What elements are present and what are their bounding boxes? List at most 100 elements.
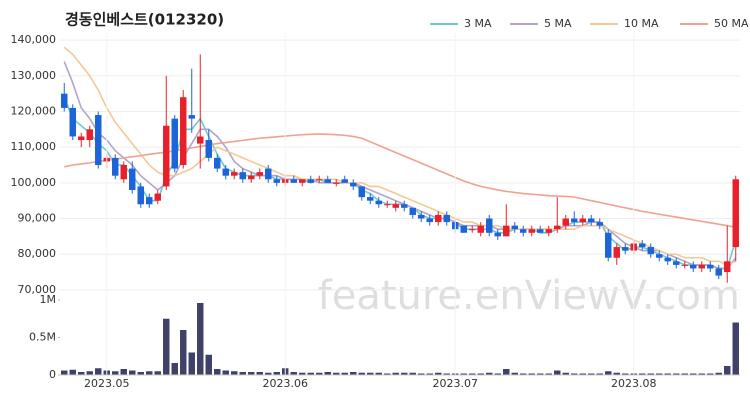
candle-body	[656, 254, 663, 258]
candle-body	[248, 175, 255, 180]
volume-bar	[460, 373, 467, 375]
volume-bar	[537, 373, 544, 375]
volume-bar	[163, 318, 170, 375]
volume-bar	[180, 330, 187, 375]
volume-bar	[137, 372, 144, 375]
candle-body	[520, 229, 527, 233]
volume-bar	[384, 373, 391, 375]
volume-bar	[171, 363, 178, 375]
candle-body	[647, 247, 654, 255]
volume-bar	[129, 370, 136, 375]
volume-bar	[435, 372, 442, 375]
candle-body	[664, 257, 671, 262]
candle-body	[256, 172, 263, 176]
candle-body	[273, 179, 280, 183]
candle-body	[78, 136, 85, 141]
volume-bar	[78, 372, 85, 375]
candle-body	[596, 222, 603, 226]
candle-body	[571, 218, 578, 223]
legend-label: 5 MA	[544, 17, 572, 30]
candle-body	[537, 229, 544, 233]
volume-bar	[69, 369, 76, 375]
y-tick-label: 90,000	[18, 212, 57, 225]
candle-body	[409, 207, 416, 215]
volume-bar	[613, 372, 620, 375]
volume-bar	[256, 372, 263, 375]
volume-bar	[664, 373, 671, 375]
volume-bar	[469, 373, 476, 375]
candle-body	[333, 182, 340, 184]
y-tick-label: 80,000	[18, 247, 57, 260]
candle-body	[384, 204, 391, 206]
candle-body	[231, 172, 238, 176]
volume-bar	[562, 372, 569, 375]
volume-bar	[596, 373, 603, 375]
volume-bar	[358, 372, 365, 375]
candle-body	[494, 232, 501, 237]
volume-bar	[605, 371, 612, 375]
candle-body	[732, 179, 739, 248]
candle-body	[265, 168, 272, 180]
candle-body	[375, 200, 382, 205]
y-tick-label: 0.5M	[29, 331, 56, 344]
candle-body	[316, 179, 323, 181]
volume-bar	[647, 373, 654, 375]
chart-title: 경동인베스트(012320)	[65, 11, 224, 29]
candle-body	[605, 232, 612, 258]
volume-bar	[528, 373, 535, 375]
volume-bar	[112, 371, 119, 375]
volume-bar	[392, 372, 399, 375]
volume-bar	[120, 369, 127, 375]
candle-body	[61, 93, 68, 108]
volume-bar	[690, 373, 697, 375]
candle-body	[579, 218, 586, 223]
volume-bar	[197, 303, 204, 375]
volume-bar	[503, 369, 510, 375]
volume-bar	[418, 373, 425, 375]
volume-bar	[239, 372, 246, 375]
volume-bar	[146, 371, 153, 375]
volume-bar	[222, 370, 229, 375]
volume-bar	[205, 354, 212, 375]
legend-label: 3 MA	[464, 17, 492, 30]
candle-body	[460, 225, 467, 233]
candle-body	[324, 179, 331, 183]
volume-bar	[571, 373, 578, 375]
y-tick-label: 0	[49, 368, 56, 381]
legend-label: 10 MA	[624, 17, 659, 30]
candle-body	[486, 218, 493, 233]
y-tick-label: 110,000	[11, 140, 57, 153]
candle-body	[715, 268, 722, 276]
candle-body	[418, 214, 425, 219]
y-tick-label: 70,000	[18, 283, 57, 296]
candle-body	[341, 179, 348, 183]
volume-bar	[409, 372, 416, 375]
candle-body	[137, 186, 144, 205]
volume-bar	[511, 372, 518, 375]
volume-bar	[707, 373, 714, 375]
candle-body	[443, 214, 450, 223]
volume-bar	[273, 372, 280, 375]
x-tick-label: 2023.08	[611, 377, 657, 390]
candle-body	[180, 97, 187, 165]
y-tick-label: 130,000	[11, 69, 57, 82]
candle-body	[698, 264, 705, 269]
y-tick-label: 140,000	[11, 33, 57, 46]
candle-body	[469, 229, 476, 231]
volume-bar	[401, 372, 408, 375]
candle-body	[401, 204, 408, 208]
candle-body	[69, 107, 76, 137]
volume-bar	[639, 373, 646, 375]
candle-body	[86, 129, 93, 141]
candle-body	[188, 115, 195, 119]
volume-bar	[367, 372, 374, 375]
volume-bar	[520, 373, 527, 375]
candle-body	[129, 168, 136, 190]
volume-bar	[715, 372, 722, 375]
candle-body	[307, 179, 314, 183]
volume-bar	[579, 373, 586, 375]
volume-bar	[426, 373, 433, 375]
candle-body	[622, 247, 629, 251]
volume-bar	[588, 373, 595, 375]
candle-body	[562, 218, 569, 226]
